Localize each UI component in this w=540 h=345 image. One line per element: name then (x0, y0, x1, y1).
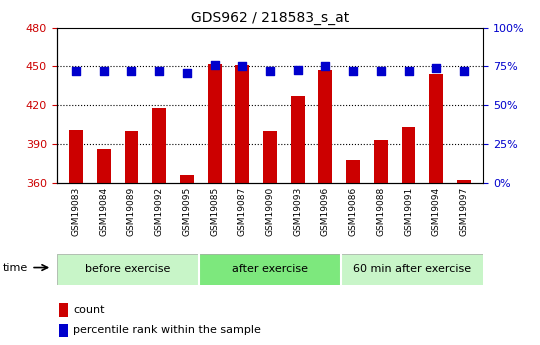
Text: GSM19083: GSM19083 (72, 186, 80, 236)
Point (127, 68, 136, 74)
Bar (263, 131, 277, 183)
Text: GSM19096: GSM19096 (321, 186, 330, 236)
Point (404, 68, 413, 74)
Point (349, 68, 357, 74)
Text: GSM19086: GSM19086 (349, 186, 357, 236)
Text: GSM19092: GSM19092 (154, 186, 164, 236)
Point (72, 68, 80, 74)
Text: GSM19091: GSM19091 (404, 186, 413, 236)
Point (376, 68, 385, 74)
Point (155, 68, 164, 74)
Text: GSM19093: GSM19093 (293, 186, 302, 236)
Text: GSM19088: GSM19088 (376, 186, 386, 236)
Bar (429, 74, 443, 183)
Bar (180, 175, 194, 183)
Bar (152, 108, 166, 183)
Point (460, 68, 468, 74)
Bar (125, 131, 138, 183)
Bar (457, 180, 471, 183)
Point (321, 63, 330, 69)
Bar (319, 70, 332, 183)
Text: before exercise: before exercise (85, 264, 171, 274)
Bar (97, 149, 111, 183)
Bar (291, 96, 305, 183)
Point (99, 68, 108, 74)
Bar (235, 65, 249, 183)
Point (210, 62, 219, 68)
Point (183, 70, 191, 76)
Point (293, 67, 302, 72)
Bar (59, 324, 68, 337)
Point (432, 65, 441, 71)
Text: 60 min after exercise: 60 min after exercise (353, 264, 471, 274)
Text: after exercise: after exercise (232, 264, 308, 274)
Point (266, 68, 274, 74)
Text: count: count (73, 305, 104, 315)
Bar (208, 64, 221, 183)
Text: percentile rank within the sample: percentile rank within the sample (73, 325, 261, 335)
Bar (69, 130, 83, 183)
Text: GSM19095: GSM19095 (183, 186, 191, 236)
Text: GSM19085: GSM19085 (210, 186, 219, 236)
Text: GSM19094: GSM19094 (431, 186, 441, 236)
Text: GSM19089: GSM19089 (127, 186, 136, 236)
Bar (346, 159, 360, 183)
Text: GSM19087: GSM19087 (238, 186, 247, 236)
Point (238, 63, 247, 69)
Bar (374, 140, 388, 183)
Bar (341, 254, 483, 285)
Text: GSM19097: GSM19097 (460, 186, 468, 236)
Bar (402, 127, 415, 183)
Text: time: time (3, 263, 28, 273)
Text: GSM19090: GSM19090 (266, 186, 274, 236)
Bar (59, 304, 68, 317)
Text: GSM19084: GSM19084 (99, 186, 109, 236)
Bar (199, 254, 341, 285)
Title: GDS962 / 218583_s_at: GDS962 / 218583_s_at (191, 11, 349, 25)
Bar (57, 254, 199, 285)
